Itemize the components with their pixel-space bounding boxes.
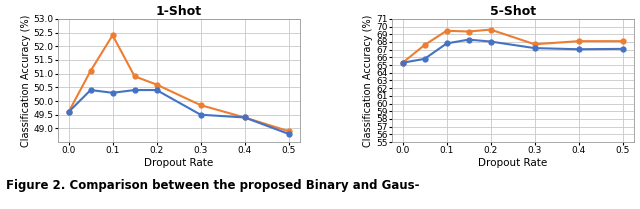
Y-axis label: Classification Accuracy (%): Classification Accuracy (%) [20, 14, 31, 147]
Text: Figure 2. Comparison between the proposed Binary and Gaus-: Figure 2. Comparison between the propose… [6, 179, 420, 192]
Title: 1-Shot: 1-Shot [156, 5, 202, 18]
X-axis label: Dropout Rate: Dropout Rate [144, 158, 213, 168]
Y-axis label: Classification Accuracy (%): Classification Accuracy (%) [363, 14, 373, 147]
X-axis label: Dropout Rate: Dropout Rate [478, 158, 547, 168]
Title: 5-Shot: 5-Shot [490, 5, 536, 18]
